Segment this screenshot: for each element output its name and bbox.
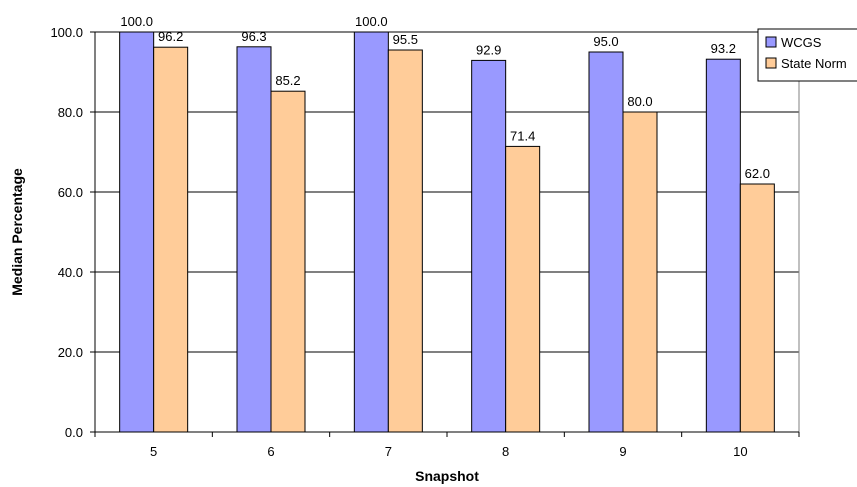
x-tick-label: 8	[502, 444, 509, 459]
gridlines	[95, 31, 799, 353]
y-tick-label: 60.0	[58, 185, 83, 200]
y-tick-label: 20.0	[58, 345, 83, 360]
y-tick-label: 100.0	[50, 25, 83, 40]
x-tick-label: 6	[267, 444, 274, 459]
x-tick-label: 5	[150, 444, 157, 459]
bar-state-norm	[153, 46, 189, 433]
data-label: 96.2	[158, 29, 183, 44]
data-label: 100.0	[120, 14, 153, 29]
legend-label-wcgs: WCGS	[781, 35, 822, 50]
axes: 0.0 20.0 40.0 60.0 80.0 100.0 5 6 7 8 9 10	[50, 25, 800, 459]
bar-wcgs	[119, 31, 155, 433]
bar-wcgs	[588, 51, 624, 433]
data-label: 62.0	[745, 166, 770, 181]
x-tick-label: 7	[385, 444, 392, 459]
y-axis-title: Median Percentage	[9, 168, 25, 296]
y-tick-label: 0.0	[65, 425, 83, 440]
legend-swatch-state-norm	[765, 57, 777, 69]
bar-state-norm	[739, 183, 775, 433]
bar-state-norm	[505, 145, 541, 433]
bar-wcgs	[471, 59, 507, 433]
bar-wcgs	[353, 31, 389, 433]
bars	[119, 31, 775, 433]
data-label: 95.0	[593, 34, 618, 49]
bar-state-norm	[270, 90, 306, 433]
bar-wcgs	[705, 58, 741, 433]
bar-state-norm	[387, 49, 423, 433]
legend-swatch-wcgs	[765, 36, 777, 48]
data-label: 92.9	[476, 42, 501, 57]
data-label: 96.3	[241, 29, 266, 44]
bar-wcgs	[236, 46, 272, 433]
bar-state-norm	[622, 111, 658, 433]
x-axis-title: Snapshot	[415, 468, 479, 484]
y-tick-label: 80.0	[58, 105, 83, 120]
data-label: 93.2	[711, 41, 736, 56]
data-label: 100.0	[355, 14, 388, 29]
legend-label-state-norm: State Norm	[781, 56, 847, 71]
data-label: 95.5	[393, 32, 418, 47]
data-label: 80.0	[627, 94, 652, 109]
x-tick-label: 9	[619, 444, 626, 459]
data-labels: 100.0 96.2 96.3 85.2 100.0 95.5 92.9 71.4 95.0 80…	[120, 14, 770, 181]
x-tick-label: 10	[733, 444, 747, 459]
y-tick-label: 40.0	[58, 265, 83, 280]
data-label: 85.2	[275, 73, 300, 88]
data-label: 71.4	[510, 128, 535, 143]
legend: WCGS State Norm	[757, 28, 857, 82]
